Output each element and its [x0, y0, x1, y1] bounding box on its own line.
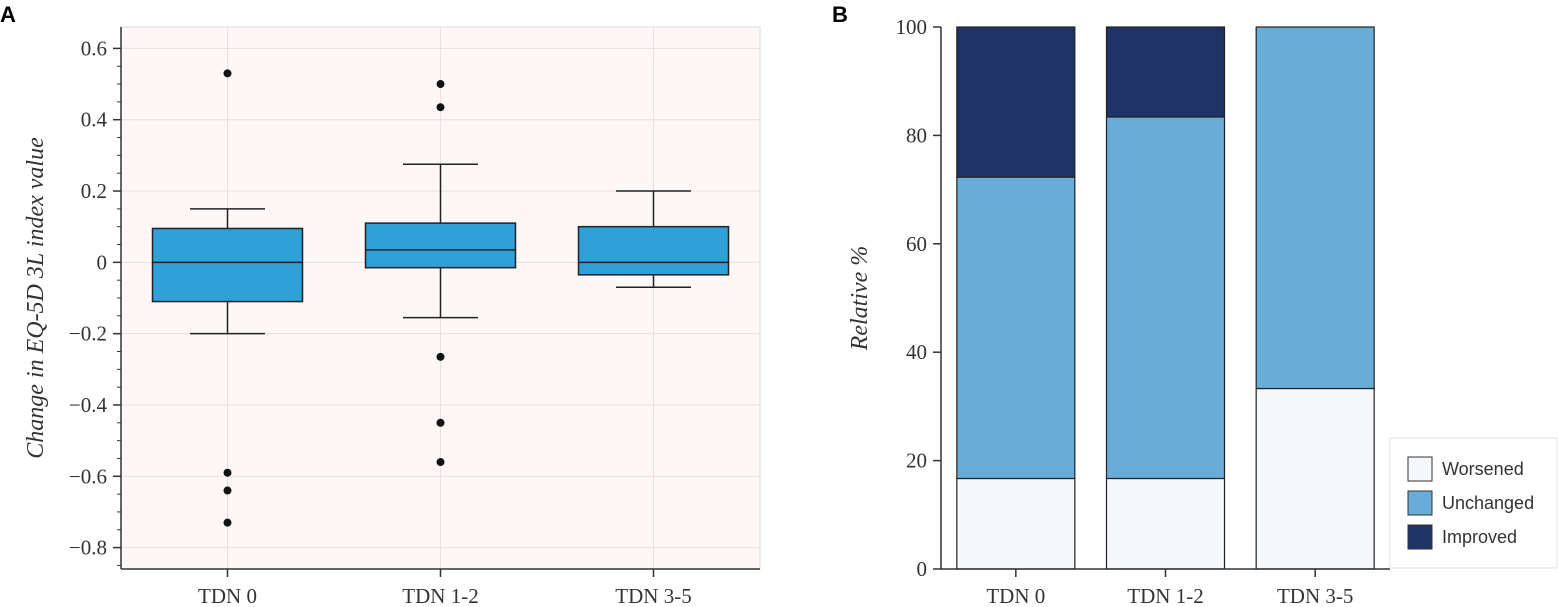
x-tick-label-a-tdn-1-2: TDN 1-2 [402, 584, 478, 607]
outlier-tdn-0-2 [223, 486, 232, 495]
bar-tdn-1-2-worsened [1105, 477, 1226, 570]
panel-label-b: B [832, 2, 848, 27]
legend-label-unchanged: Unchanged [1442, 493, 1534, 513]
outlier-tdn-1-2-4 [436, 458, 445, 467]
outlier-tdn-1-2-3 [436, 418, 445, 427]
bars-b [956, 26, 1375, 570]
y-tick-label-a-1: 0.4 [81, 108, 108, 132]
x-tick-label-b-tdn-1-2: TDN 1-2 [1127, 584, 1203, 607]
y-tick-label-a-3: 0 [97, 250, 108, 274]
x-ticks-a: TDN 0 TDN 1-2 TDN 3-5 [198, 569, 692, 607]
y-axis-title-a: Change in EQ-5D 3L index value [23, 137, 49, 459]
outlier-tdn-0-3 [223, 518, 232, 527]
outlier-tdn-1-2-0 [436, 80, 445, 89]
x-tick-label-b-tdn-3-5: TDN 3-5 [1277, 584, 1353, 607]
y-ticks-b: 0 20 40 60 80 100 [896, 15, 941, 581]
outlier-tdn-0-1 [223, 468, 232, 477]
legend-label-improved: Improved [1442, 527, 1517, 547]
y-tick-label-a-4: −0.2 [69, 322, 107, 346]
bar-tdn-0-unchanged [956, 176, 1076, 480]
y-tick-label-a-2: 0.2 [81, 179, 107, 203]
x-tick-label-a-tdn-3-5: TDN 3-5 [615, 584, 691, 607]
iqr-box-tdn-1-2 [364, 222, 517, 269]
panel-label-a: A [0, 2, 16, 27]
y-tick-label-b-0: 0 [917, 557, 928, 581]
y-tick-label-a-7: −0.8 [69, 536, 107, 560]
iqr-box-tdn-0 [151, 227, 304, 303]
iqr-box-tdn-3-5 [577, 225, 730, 276]
y-tick-label-a-0: 0.6 [81, 36, 107, 60]
y-tick-label-a-6: −0.6 [69, 464, 107, 488]
bar-tdn-1-2-improved [1105, 26, 1226, 118]
legend-label-worsened: Worsened [1442, 459, 1524, 479]
boxes-a [151, 69, 730, 527]
legend-swatch-worsened [1407, 456, 1433, 482]
y-axis-title-b: Relative % [847, 246, 873, 352]
bar-tdn-0-worsened [956, 477, 1076, 570]
y-tick-label-b-5: 100 [896, 15, 928, 39]
outlier-tdn-0-0 [223, 69, 232, 78]
y-tick-label-a-5: −0.4 [69, 393, 108, 417]
y-tick-label-b-1: 20 [906, 449, 927, 473]
legend-swatch-improved [1407, 524, 1433, 550]
y-ticks-a: 0.6 0.4 0.2 0 −0.2 −0.4 −0.6 −0.8 [69, 36, 121, 566]
legend: Worsened Unchanged Improved [1389, 437, 1558, 569]
box-tdn-3-5 [577, 190, 730, 289]
y-tick-label-b-4: 80 [906, 123, 927, 147]
box-tdn-0 [151, 69, 304, 527]
bar-tdn-1-2-unchanged [1105, 116, 1226, 480]
y-tick-label-b-3: 60 [906, 232, 927, 256]
x-ticks-b: TDN 0 TDN 1-2 TDN 3-5 [986, 569, 1353, 607]
bar-tdn-0-improved [956, 26, 1076, 178]
outlier-tdn-1-2-2 [436, 352, 445, 361]
box-tdn-1-2 [364, 80, 517, 467]
bar-tdn-3-5-worsened [1255, 387, 1375, 570]
x-tick-label-a-tdn-0: TDN 0 [198, 584, 257, 607]
y-tick-label-b-2: 40 [906, 340, 927, 364]
outlier-tdn-1-2-1 [436, 103, 445, 112]
legend-swatch-unchanged [1407, 490, 1433, 516]
x-tick-label-b-tdn-0: TDN 0 [986, 584, 1045, 607]
bar-tdn-3-5-unchanged [1255, 26, 1375, 390]
